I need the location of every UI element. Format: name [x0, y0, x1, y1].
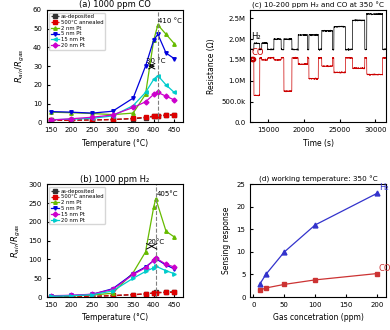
Text: CO: CO — [379, 264, 390, 273]
H₂ — [264, 273, 268, 277]
Y-axis label: Resistance (Ω): Resistance (Ω) — [207, 38, 216, 94]
Y-axis label: $R_{air}/R_{gas}$: $R_{air}/R_{gas}$ — [10, 223, 23, 258]
Line: CO: CO — [257, 271, 379, 293]
Text: H₂: H₂ — [379, 183, 388, 192]
Text: 20°C: 20°C — [148, 240, 165, 246]
H₂ — [374, 191, 379, 195]
CO — [374, 272, 379, 276]
X-axis label: Temperature (°C): Temperature (°C) — [82, 314, 148, 322]
Title: (c) 10-200 ppm H₂ and CO at 350 °C: (c) 10-200 ppm H₂ and CO at 350 °C — [252, 1, 384, 9]
H₂ — [282, 250, 287, 254]
H₂ — [257, 282, 262, 286]
Text: 30 °C: 30 °C — [146, 58, 165, 64]
Title: (d) working temperature: 350 °C: (d) working temperature: 350 °C — [259, 176, 378, 183]
CO — [257, 288, 262, 292]
X-axis label: Temperature (°C): Temperature (°C) — [82, 139, 148, 148]
X-axis label: Gas concetration (ppm): Gas concetration (ppm) — [273, 314, 364, 322]
Y-axis label: $R_{air}/R_{gas}$: $R_{air}/R_{gas}$ — [14, 49, 27, 83]
Text: 405°C: 405°C — [156, 191, 178, 197]
Legend: as-deposited, 500°C annealed, 2 nm Pt, 5 nm Pt, 15 nm Pt, 20 nm Pt: as-deposited, 500°C annealed, 2 nm Pt, 5… — [50, 187, 105, 224]
CO — [264, 286, 268, 290]
Text: 410 °C: 410 °C — [158, 18, 182, 24]
Line: H₂: H₂ — [257, 191, 379, 287]
CO — [282, 282, 287, 286]
Legend: as-deposited, 500°C annealed, 2 nm Pt, 5 nm Pt, 15 nm Pt, 20 nm Pt: as-deposited, 500°C annealed, 2 nm Pt, 5… — [50, 13, 105, 49]
Title: (b) 1000 ppm H₂: (b) 1000 ppm H₂ — [80, 175, 149, 183]
H₂ — [313, 223, 317, 227]
Title: (a) 1000 ppm CO: (a) 1000 ppm CO — [79, 0, 151, 9]
Text: CO: CO — [251, 48, 264, 57]
Y-axis label: Sensing response: Sensing response — [222, 207, 231, 274]
X-axis label: Time (s): Time (s) — [303, 139, 334, 148]
Text: H₂: H₂ — [251, 32, 261, 41]
CO — [313, 278, 317, 282]
